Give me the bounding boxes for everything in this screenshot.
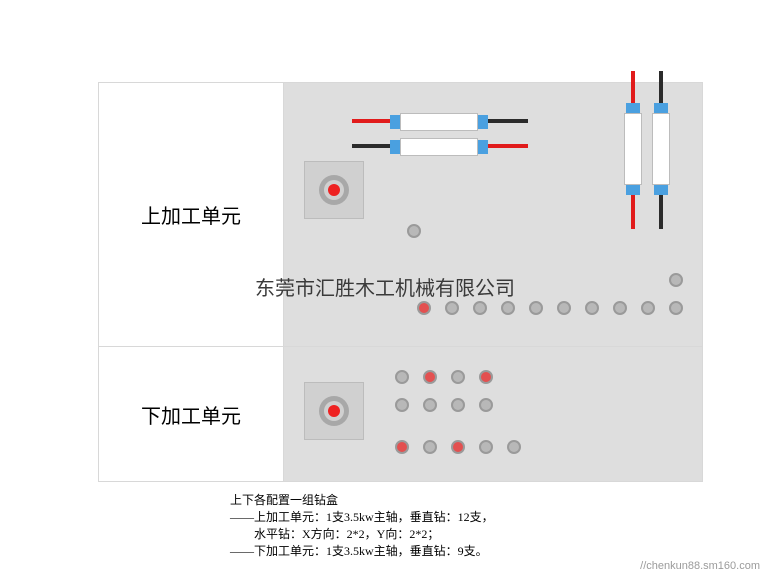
top-unit-label-text: 上加工单元: [141, 200, 241, 229]
spindle-ring: [328, 184, 340, 196]
drill-dot: [423, 370, 437, 384]
horizontal-drill-x: [384, 113, 542, 131]
footer-line-4: ——下加工单元：1支3.5kw主轴，垂直钻：9支。: [230, 543, 494, 560]
drill-dot: [395, 370, 409, 384]
drill-dot: [451, 440, 465, 454]
drill-dot: [479, 370, 493, 384]
spindle-ring: [328, 405, 340, 417]
horizontal-drill-y: [652, 91, 670, 243]
drill-dot: [445, 301, 459, 315]
top-unit-row: 上加工单元: [99, 83, 702, 347]
horizontal-drill-y: [624, 91, 642, 243]
source-url: //chenkun88.sm160.com: [640, 560, 760, 572]
drill-dot: [479, 440, 493, 454]
drill-dot: [473, 301, 487, 315]
bottom-unit-row: 下加工单元: [99, 347, 702, 481]
drill-dot: [613, 301, 627, 315]
drill-dot: [507, 440, 521, 454]
footer-line-3: 水平钻：X方向：2*2，Y向：2*2；: [230, 526, 494, 543]
footer-description: 上下各配置一组钻盒 ——上加工单元：1支3.5kw主轴，垂直钻：12支， 水平钻…: [230, 492, 494, 560]
diagram-frame: 上加工单元 下加工单元: [98, 82, 703, 482]
bottom-unit-diagram: [284, 347, 702, 481]
top-unit-label: 上加工单元: [99, 83, 284, 346]
drill-dot: [423, 398, 437, 412]
drill-dot: [395, 440, 409, 454]
bottom-unit-label: 下加工单元: [99, 347, 284, 481]
drill-dot: [585, 301, 599, 315]
drill-dot: [529, 301, 543, 315]
drill-dot: [395, 398, 409, 412]
drill-dot: [479, 398, 493, 412]
drill-dot: [451, 398, 465, 412]
drill-dot: [501, 301, 515, 315]
drill-dot: [669, 301, 683, 315]
drill-dot: [451, 370, 465, 384]
horizontal-drill-x: [384, 138, 542, 156]
drill-dot: [417, 301, 431, 315]
top-unit-diagram: [284, 83, 702, 346]
drill-dot: [557, 301, 571, 315]
footer-line-1: 上下各配置一组钻盒: [230, 492, 494, 509]
footer-line-2: ——上加工单元：1支3.5kw主轴，垂直钻：12支，: [230, 509, 494, 526]
drill-dot: [641, 301, 655, 315]
drill-dot: [423, 440, 437, 454]
drill-dot: [669, 273, 683, 287]
bottom-unit-label-text: 下加工单元: [141, 400, 241, 429]
drill-dot: [407, 224, 421, 238]
